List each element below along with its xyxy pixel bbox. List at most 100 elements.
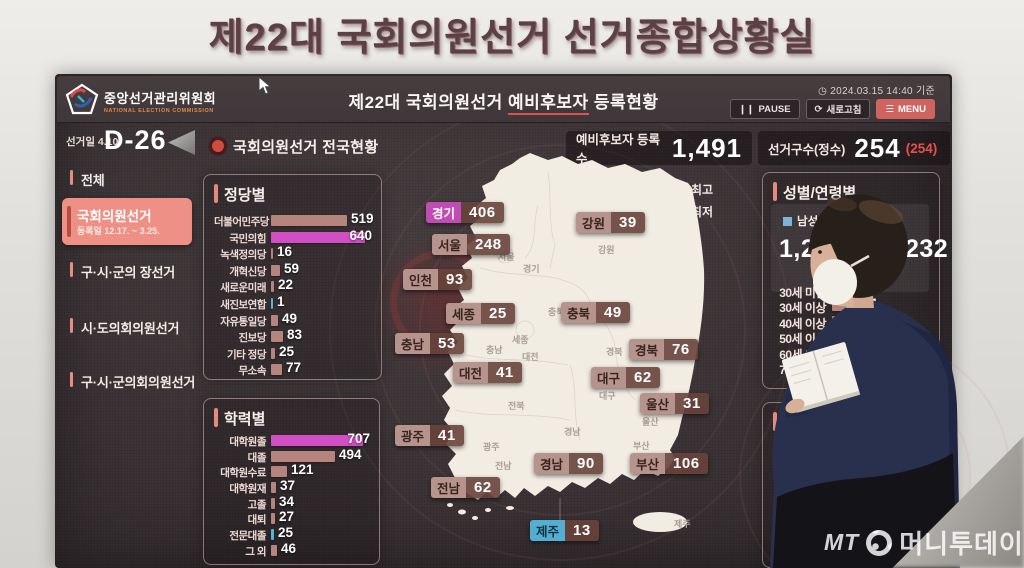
map-region-value: 90	[569, 453, 603, 474]
chart-bar	[271, 435, 363, 446]
chart-value: 494	[339, 446, 362, 462]
chart-row: 더불어민주당 519	[214, 211, 376, 230]
dashboard-title: 제22대 국회의원선거 예비후보자 등록현황	[57, 88, 950, 115]
chart-bar	[832, 361, 870, 373]
male-legend: 남성	[783, 213, 818, 229]
panel-by-education: 학력별 대학원졸 707 대졸 494 대학원수료 121 대학원재 37 고졸 34 대퇴 27 전문…	[203, 398, 380, 565]
chart-bar	[271, 264, 280, 276]
chart-row: 대퇴 27	[214, 509, 374, 527]
map-region-value: 62	[466, 477, 500, 498]
chart-bar	[271, 347, 275, 359]
map-region-value: 25	[481, 303, 515, 324]
chart-bar	[271, 314, 278, 326]
map-region-value: 106	[665, 453, 708, 474]
map-region-name: 울산	[640, 393, 676, 414]
map-region-name: 충북	[561, 302, 597, 323]
timestamp-text: 2024.03.15 14:40 기준	[830, 86, 935, 97]
map-region-pill: 경기 406	[426, 202, 504, 223]
chart-row: 고졸 34	[214, 493, 374, 512]
watermark-mt: MT	[824, 529, 860, 555]
map-region-name: 제주	[530, 520, 566, 541]
watermark-logo-icon	[866, 529, 893, 556]
watermark: MT 머니투데이	[824, 524, 1024, 561]
chart-value: 64	[862, 296, 878, 312]
chart-bar	[271, 281, 274, 293]
map-region-pill: 대전 41	[453, 362, 522, 383]
map-region-pill: 인천 93	[403, 269, 472, 290]
refresh-icon: ⟳	[814, 103, 823, 115]
pause-button[interactable]: ❙❙ PAUSE	[729, 99, 800, 119]
stat-value: 1,491	[671, 132, 742, 163]
map-region-pill: 제주 13	[530, 520, 599, 541]
map-region-pill: 경남 90	[534, 453, 603, 474]
map-region-name: 충남	[395, 333, 431, 354]
map-region-pill: 울산 31	[640, 393, 709, 414]
chart-value: 49	[282, 310, 298, 326]
menu-button[interactable]: ☰ MENU	[876, 99, 935, 119]
sidebar-item[interactable]: 구·시·군의회의원선거	[70, 372, 195, 391]
chart-row-label: 대졸	[247, 451, 267, 464]
chart-value: 34	[279, 493, 295, 509]
map-region-pill: 충북 49	[561, 302, 630, 323]
stat-label: 선거구수(정수)	[768, 142, 846, 157]
chart-row: 국회의원	[773, 452, 934, 469]
chart-row-label: 새로운미래	[220, 282, 266, 295]
dashboard-header	[57, 76, 950, 123]
map-region-value: 41	[488, 362, 522, 383]
dday-countdown: D-26	[104, 125, 167, 155]
chart-bar	[271, 466, 287, 478]
chart-value: 121	[291, 462, 314, 478]
chart-value: 519	[351, 211, 374, 226]
dashboard-title-underlined: 예비후보자	[507, 93, 589, 115]
map-region-value: 93	[438, 269, 472, 290]
map-region-value: 49	[596, 302, 630, 323]
clock-icon: ◷	[818, 86, 831, 97]
panel-by-party: 정당별 더불어민주당 519 국민의힘 640 녹색정의당 16 개혁신당 59 새로운미래 22…	[203, 174, 382, 380]
chart-value: 77	[286, 360, 302, 376]
legend-min-label: 최저	[691, 205, 714, 219]
chart-value: 1	[277, 293, 285, 309]
chart-row-label: 더불어민주당	[214, 216, 269, 228]
panel-title: 학력별	[214, 408, 265, 429]
map-region-value: 31	[675, 393, 709, 414]
pause-label: PAUSE	[758, 103, 791, 115]
sidebar-item[interactable]: 전체	[70, 170, 105, 189]
male-percentage: 84	[824, 248, 833, 257]
chart-row: 대학원재 37	[214, 478, 374, 496]
chart-row: 50세 이상	[768, 329, 936, 346]
chart-row-label: 기타 정당	[226, 348, 267, 361]
chart-row-label: 국회의원	[780, 456, 822, 468]
chart-row: 개혁신당 59	[214, 260, 376, 280]
chart-bar	[832, 315, 894, 327]
map-region-pill: 부산 106	[630, 453, 708, 474]
timestamp: ◷ 2024.03.15 14:40 기준	[818, 82, 935, 97]
chart-row-label: 무소속	[238, 365, 267, 378]
chart-row: 변호사	[773, 469, 934, 486]
chart-value: 9	[839, 281, 847, 296]
chart-value: 83	[287, 327, 303, 343]
chart-row-label: 녹색정의당	[220, 249, 266, 262]
chart-row: 대학원수료 121	[214, 462, 374, 480]
chart-row-label: 70세 이상	[779, 362, 826, 377]
refresh-button[interactable]: ⟳ 새로고침	[805, 99, 871, 119]
sidebar-item[interactable]: 구·시·군의 장선거	[70, 262, 175, 281]
sidebar-item-active[interactable]: 국회의원선거 등록일 12.17. ~ 3.25.	[62, 198, 192, 245]
header-buttons: ❙❙ PAUSE ⟳ 새로고침 ☰ MENU	[729, 99, 935, 119]
chart-row: 정치인	[773, 435, 934, 452]
chart-value: 25	[278, 525, 294, 541]
map-region-name: 부산	[630, 453, 666, 474]
chart-value: 46	[281, 540, 297, 556]
panel-title: 직업별	[773, 412, 824, 433]
sidebar-item[interactable]: 시·도의회의원선거	[70, 318, 179, 337]
pause-icon: ❙❙	[738, 103, 755, 115]
stat-extra: (254)	[905, 140, 938, 156]
chart-value: 59	[284, 260, 300, 276]
menu-label: MENU	[898, 103, 926, 115]
wall-title: 제22대 국회의원선거 선거종합상황실	[208, 17, 816, 59]
map-region-pill: 강원 39	[576, 212, 645, 233]
map-region-pill: 충남 53	[395, 333, 464, 354]
nec-logo-icon	[65, 83, 99, 115]
map-region-value: 13	[565, 520, 599, 541]
chart-value: 707	[347, 431, 370, 446]
male-swatch	[783, 216, 792, 226]
